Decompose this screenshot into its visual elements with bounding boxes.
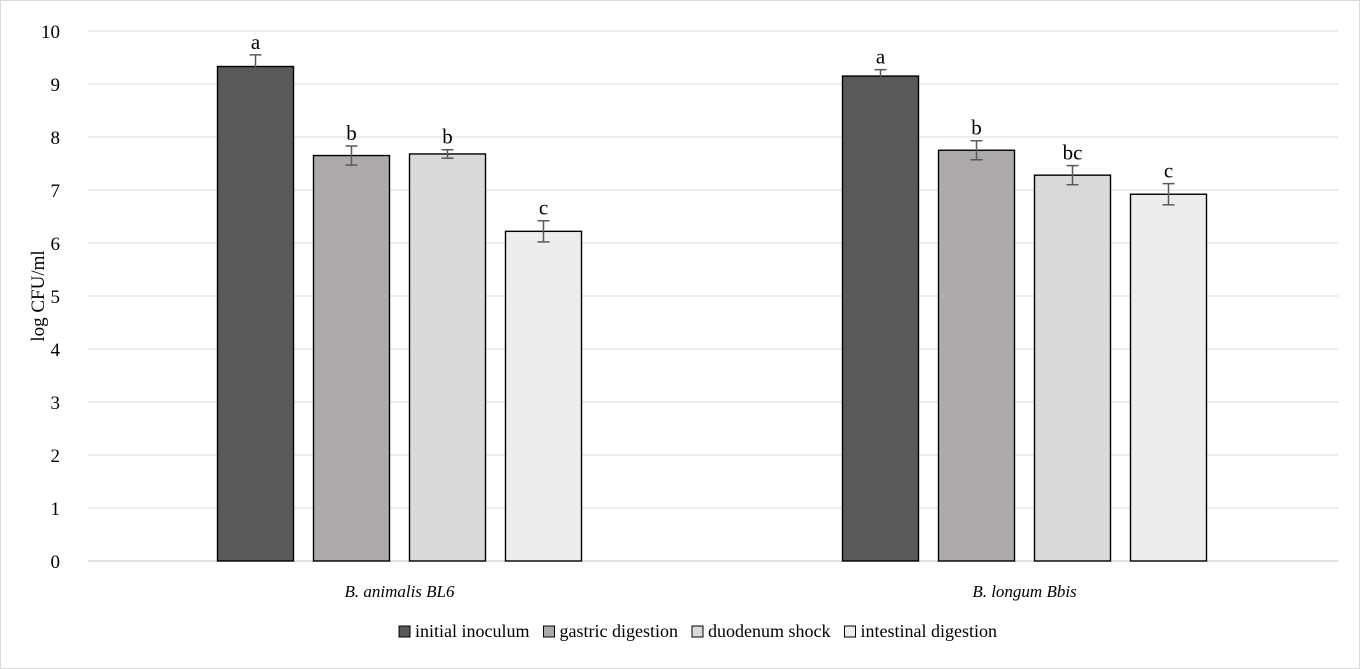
legend-item-label: gastric digestion xyxy=(560,621,678,641)
bar xyxy=(312,154,391,562)
significance-label: b xyxy=(442,125,453,149)
bar xyxy=(841,75,920,562)
y-tick-label: 5 xyxy=(51,287,61,308)
significance-label: b xyxy=(971,116,982,140)
significance-label: c xyxy=(539,196,548,220)
category-label: B. longum Bbis xyxy=(972,582,1077,601)
significance-label: c xyxy=(1164,159,1173,183)
y-tick-label: 9 xyxy=(51,75,61,96)
legend-swatch xyxy=(843,625,856,638)
bar xyxy=(216,65,295,562)
bar xyxy=(408,153,487,562)
category-label: B. animalis BL6 xyxy=(344,582,455,601)
legend-swatch xyxy=(691,625,704,638)
legend-swatch xyxy=(543,625,556,638)
bar xyxy=(504,230,583,562)
significance-label: a xyxy=(251,30,261,54)
bar xyxy=(1033,174,1112,562)
legend-item-label: initial inoculum xyxy=(415,621,530,641)
bar xyxy=(1129,193,1208,562)
bar xyxy=(937,149,1016,562)
y-tick-label: 8 xyxy=(51,128,61,149)
y-tick-label: 0 xyxy=(51,552,61,573)
y-tick-label: 1 xyxy=(51,499,61,520)
significance-label: bc xyxy=(1063,141,1083,165)
y-axis-label: log CFU/ml xyxy=(28,250,49,341)
significance-label: a xyxy=(876,45,886,69)
y-tick-label: 4 xyxy=(51,340,61,361)
legend-item-label: duodenum shock xyxy=(708,621,830,641)
legend-swatch xyxy=(398,625,411,638)
y-tick-label: 2 xyxy=(51,446,61,467)
y-tick-label: 10 xyxy=(41,22,60,43)
y-tick-label: 7 xyxy=(51,181,61,202)
y-tick-label: 6 xyxy=(51,234,61,255)
legend-item-label: intestinal digestion xyxy=(860,621,997,641)
significance-label: b xyxy=(346,121,357,145)
y-tick-label: 3 xyxy=(51,393,61,414)
